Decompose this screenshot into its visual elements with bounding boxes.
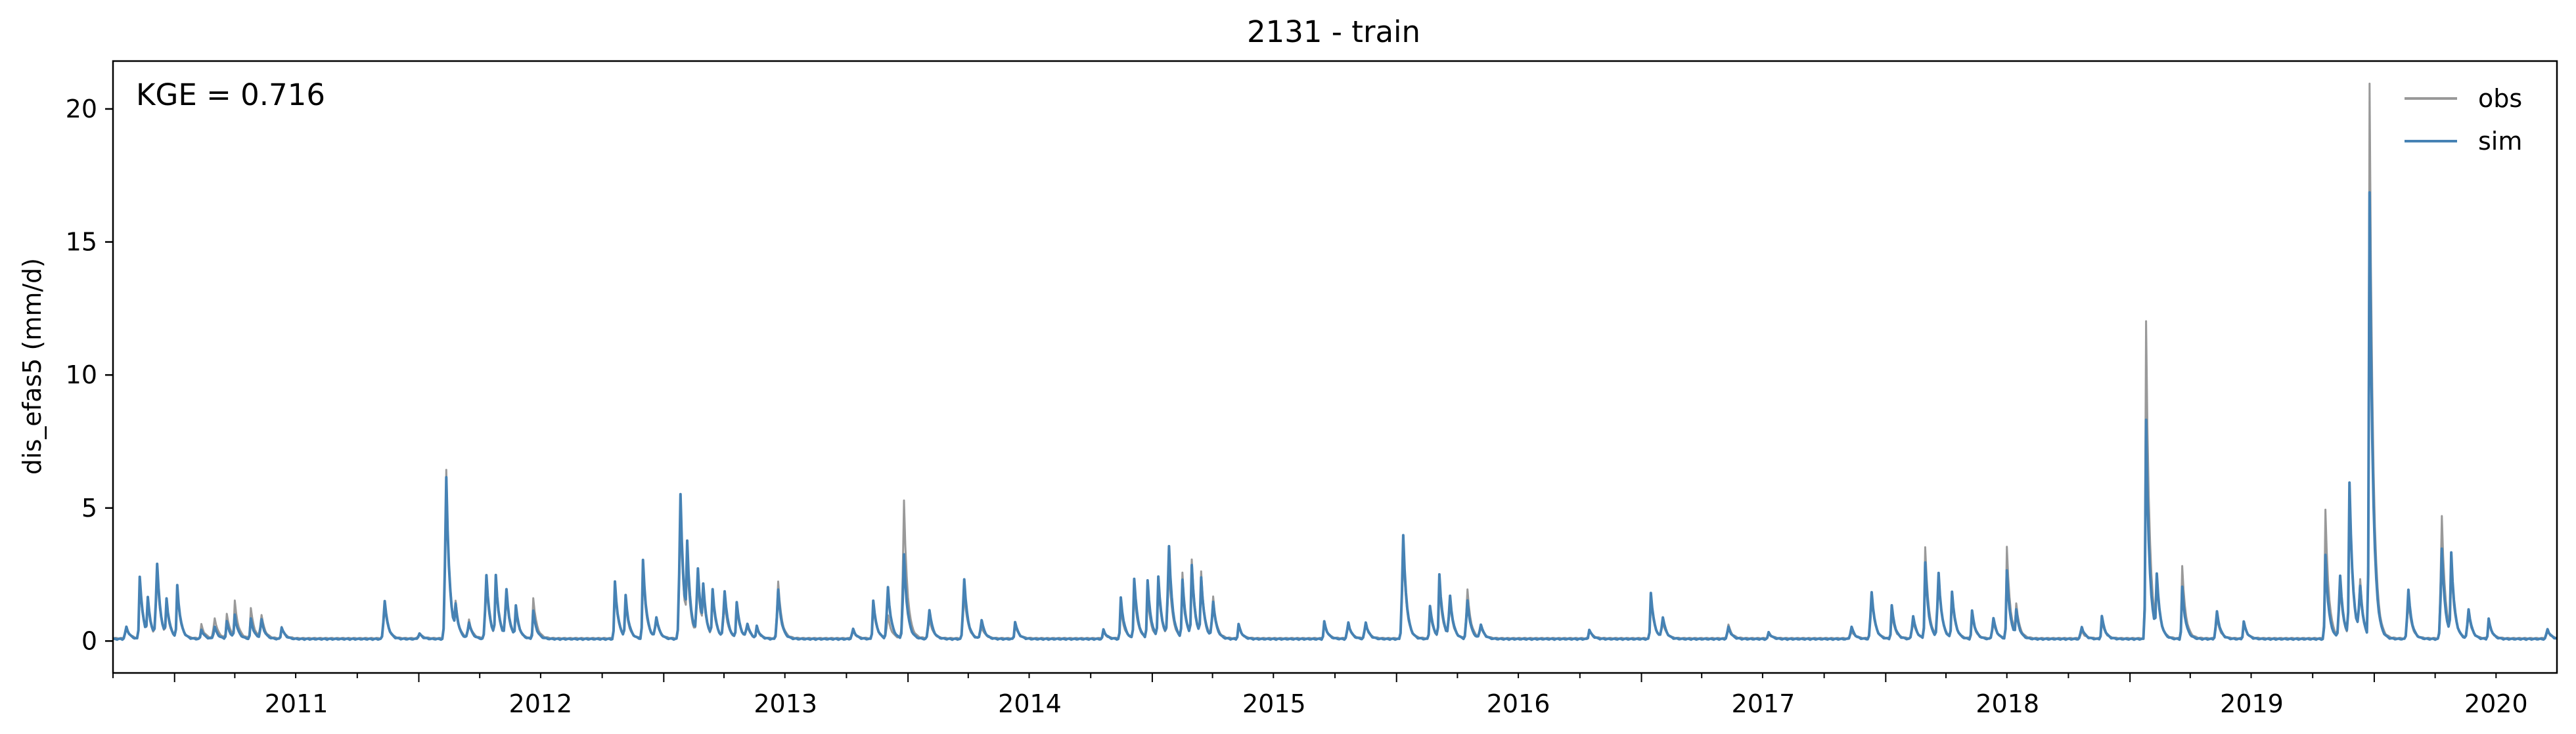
x-tick-label: 2013 [754,689,817,718]
x-tick-label: 2011 [265,689,328,718]
y-tick-label: 0 [81,626,97,655]
x-tick-label: 2019 [2220,689,2284,718]
y-tick-label: 5 [81,494,97,523]
x-tick-label: 2017 [1732,689,1796,718]
x-tick-label: 2016 [1487,689,1550,718]
y-axis-label: dis_efas5 (mm/d) [18,258,47,475]
series-line-sim [112,191,2558,641]
x-tick-label: 2014 [998,689,1062,718]
x-tick-label: 2015 [1242,689,1306,718]
legend: obs sim [2405,84,2522,156]
y-tick-label: 15 [66,228,97,257]
series-line-obs [112,82,2558,640]
kge-annotation: KGE = 0.716 [136,77,325,112]
axes-frame [112,60,2558,674]
y-axis: 0 5 10 15 20 [66,95,113,655]
x-tick-label: 2018 [1976,689,2039,718]
chart-title: 2131 - train [1247,14,1420,49]
x-tick-label: 2020 [2464,689,2528,718]
legend-label-obs: obs [2478,84,2522,113]
y-tick-label: 10 [66,360,97,389]
y-tick-label: 20 [66,95,97,123]
x-tick-label: 2012 [509,689,573,718]
x-axis: 2011 2012 2013 2014 2015 2016 2017 2018 2019 2020 [112,673,2528,718]
legend-label-sim: sim [2478,127,2522,156]
plot-area [112,82,2558,641]
